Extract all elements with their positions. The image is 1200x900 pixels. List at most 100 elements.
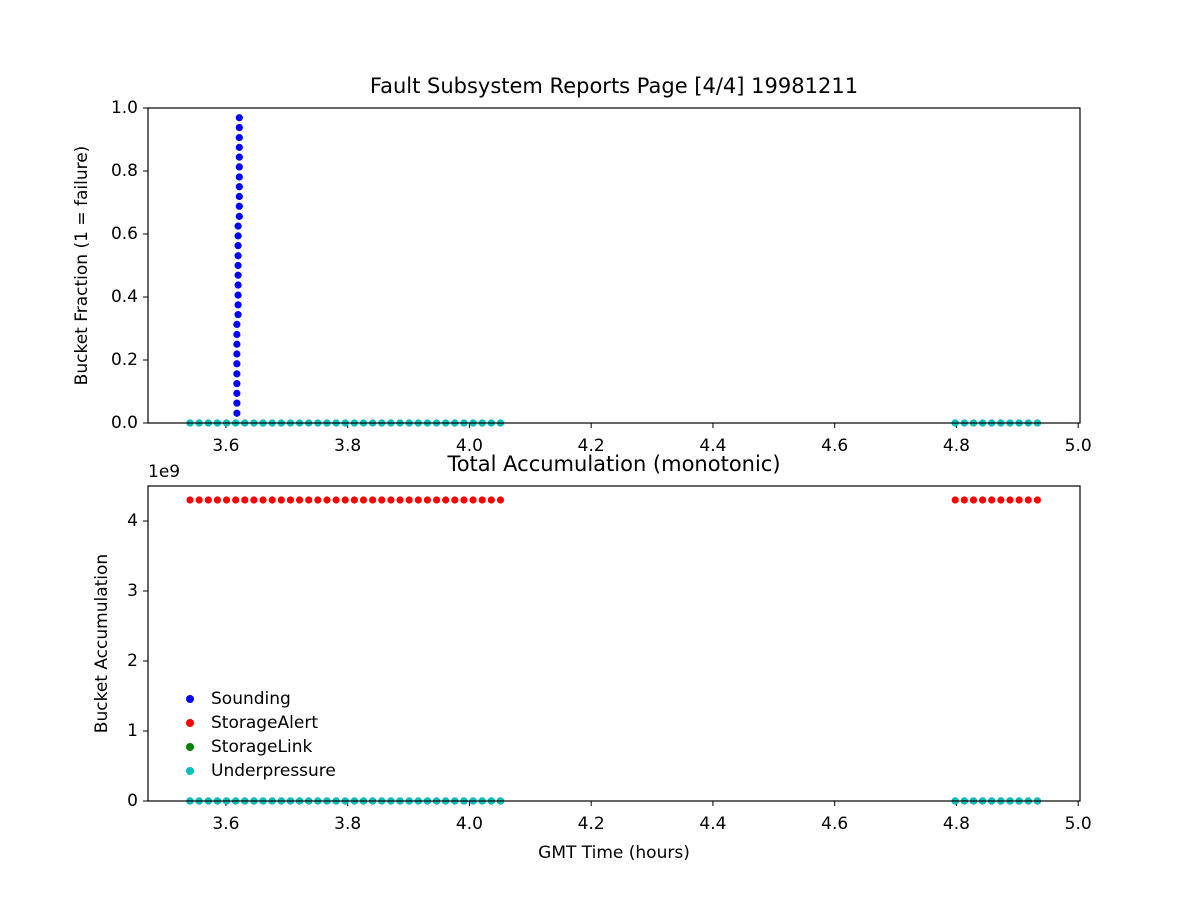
- data-point: [259, 496, 267, 504]
- data-point: [235, 192, 243, 201]
- x-tick-label: 4.0: [456, 814, 483, 834]
- y-tick-label: 0: [127, 791, 138, 811]
- data-point: [1006, 496, 1014, 504]
- data-point: [234, 291, 242, 299]
- y-tick-label: 0.4: [111, 287, 138, 307]
- data-point: [250, 496, 258, 504]
- y-tick-label: 0.0: [111, 413, 138, 433]
- y-axis-label: Bucket Fraction (1 = failure): [72, 146, 92, 386]
- data-point: [232, 496, 240, 504]
- x-tick-label: 3.8: [334, 814, 361, 834]
- x-tick-label: 4.6: [821, 436, 848, 456]
- chart-title: Fault Subsystem Reports Page [4/4] 19981…: [370, 74, 858, 98]
- data-point: [234, 222, 242, 230]
- data-point: [997, 496, 1005, 504]
- data-point: [369, 496, 377, 504]
- legend-marker: [186, 719, 194, 727]
- legend-label: StorageAlert: [211, 713, 318, 733]
- data-point: [235, 123, 243, 132]
- legend-label: Sounding: [211, 689, 291, 709]
- data-point: [213, 496, 221, 504]
- data-point: [235, 134, 243, 142]
- legend-label: Underpressure: [211, 761, 336, 781]
- data-point: [469, 496, 477, 504]
- data-point: [460, 496, 468, 504]
- offset-text: 1e9: [148, 462, 180, 482]
- data-point: [234, 232, 242, 240]
- data-point: [305, 496, 313, 504]
- data-point: [234, 252, 242, 260]
- data-point: [1033, 496, 1041, 504]
- data-point: [234, 311, 242, 319]
- x-tick-label: 5.0: [1065, 436, 1092, 456]
- data-point: [451, 496, 459, 504]
- data-point: [478, 496, 486, 504]
- x-tick-label: 4.0: [456, 436, 483, 456]
- data-point: [350, 496, 358, 504]
- data-point: [233, 380, 241, 388]
- legend-marker: [186, 767, 194, 775]
- data-point: [235, 173, 243, 181]
- data-point: [442, 496, 450, 504]
- data-point: [359, 496, 368, 504]
- legend-label: StorageLink: [211, 737, 312, 757]
- data-point: [233, 370, 241, 378]
- data-point: [969, 496, 978, 504]
- x-tick-label: 4.8: [943, 814, 970, 834]
- data-point: [432, 496, 441, 504]
- data-point: [234, 261, 242, 270]
- data-point: [414, 496, 422, 504]
- data-point: [234, 281, 242, 289]
- y-tick-label: 0.8: [111, 161, 138, 181]
- data-point: [341, 496, 349, 504]
- y-axis-label: Bucket Accumulation: [92, 554, 112, 733]
- x-tick-label: 4.2: [578, 436, 605, 456]
- data-point: [951, 496, 959, 504]
- data-point: [235, 212, 243, 220]
- plot-frame: [147, 485, 1081, 802]
- data-point: [222, 496, 231, 504]
- data-point: [405, 496, 413, 504]
- data-point: [234, 301, 242, 309]
- legend-marker: [186, 743, 194, 751]
- y-tick-label: 3: [127, 581, 138, 601]
- data-point: [235, 153, 243, 161]
- data-point: [235, 183, 243, 191]
- data-point: [234, 242, 242, 250]
- data-point: [323, 496, 331, 504]
- x-tick-label: 4.4: [699, 814, 726, 834]
- y-tick-label: 1: [127, 721, 138, 741]
- plot-frame: [147, 107, 1081, 424]
- data-point: [487, 496, 495, 504]
- y-tick-label: 2: [127, 651, 138, 671]
- data-point: [233, 399, 241, 407]
- data-point: [1024, 496, 1032, 504]
- y-tick-label: 0.2: [111, 350, 138, 370]
- data-point: [233, 389, 241, 397]
- data-point: [295, 496, 304, 504]
- y-tick-label: 4: [127, 511, 138, 531]
- data-point: [195, 496, 203, 504]
- data-point: [233, 350, 241, 358]
- x-tick-label: 4.2: [578, 814, 605, 834]
- data-point: [235, 163, 243, 171]
- data-point: [960, 496, 968, 504]
- data-point: [277, 496, 285, 504]
- data-point: [314, 496, 322, 504]
- data-point: [235, 114, 243, 122]
- data-point: [233, 340, 241, 348]
- data-point: [396, 496, 404, 504]
- data-point: [235, 202, 243, 210]
- x-tick-label: 3.6: [212, 814, 239, 834]
- data-point: [186, 496, 194, 504]
- data-point: [332, 496, 340, 504]
- data-point: [234, 271, 242, 279]
- y-tick-label: 0.6: [111, 224, 138, 244]
- data-point: [233, 330, 241, 339]
- y-tick-label: 1.0: [111, 98, 138, 118]
- data-point: [1015, 496, 1023, 504]
- x-tick-label: 4.8: [943, 436, 970, 456]
- data-point: [268, 496, 276, 504]
- data-point: [233, 409, 241, 417]
